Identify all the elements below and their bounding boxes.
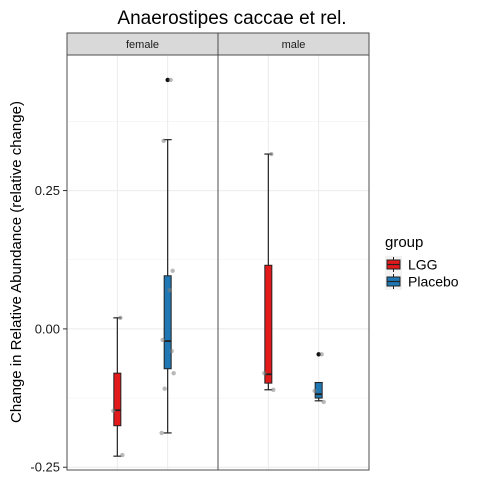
facet-panel-male: male — [217, 32, 370, 471]
panel-background — [67, 55, 218, 470]
data-point — [168, 77, 173, 83]
panel-background — [218, 55, 369, 470]
data-point — [118, 315, 123, 321]
data-point — [271, 387, 276, 392]
strip-label-female: female — [126, 39, 159, 51]
box-body — [163, 275, 172, 370]
legend-label-Placebo: Placebo — [408, 274, 459, 290]
data-point — [111, 408, 116, 413]
data-point — [159, 430, 164, 436]
legend-title: group — [385, 234, 423, 251]
strip-label-male: male — [282, 39, 306, 51]
data-point — [269, 151, 274, 157]
data-point — [170, 268, 175, 273]
data-point — [169, 348, 174, 354]
data-point — [161, 138, 166, 143]
data-point — [262, 370, 267, 376]
data-point — [321, 399, 326, 405]
y-tick-label: 0.25 — [35, 183, 60, 198]
data-point — [120, 452, 125, 458]
box-body — [264, 264, 273, 384]
box-female-LGG — [111, 315, 125, 458]
data-point — [171, 370, 176, 376]
data-point — [319, 352, 324, 357]
box-female-Placebo — [159, 77, 176, 436]
box-male-Placebo — [312, 352, 326, 405]
legend-item-LGG: LGG — [385, 256, 438, 273]
strip-background — [217, 32, 370, 56]
facet-panel-female: female — [66, 32, 219, 471]
data-point — [312, 388, 317, 394]
chart-title: Anaerostipes caccae et rel. — [117, 8, 346, 29]
legend-item-Placebo: Placebo — [385, 273, 459, 290]
data-point — [167, 287, 172, 293]
y-axis: -0.25 0.00 0.25 — [30, 183, 67, 475]
box-body — [113, 372, 122, 427]
y-tick-label: -0.25 — [30, 460, 60, 475]
box-male-LGG — [262, 151, 276, 392]
facet-panels: female male — [66, 32, 370, 471]
data-point — [160, 337, 165, 343]
data-point — [162, 386, 167, 391]
legend-label-LGG: LGG — [408, 257, 438, 273]
y-axis-title: Change in Relative Abundance (relative c… — [8, 101, 25, 423]
y-tick-label: 0.00 — [35, 321, 60, 336]
